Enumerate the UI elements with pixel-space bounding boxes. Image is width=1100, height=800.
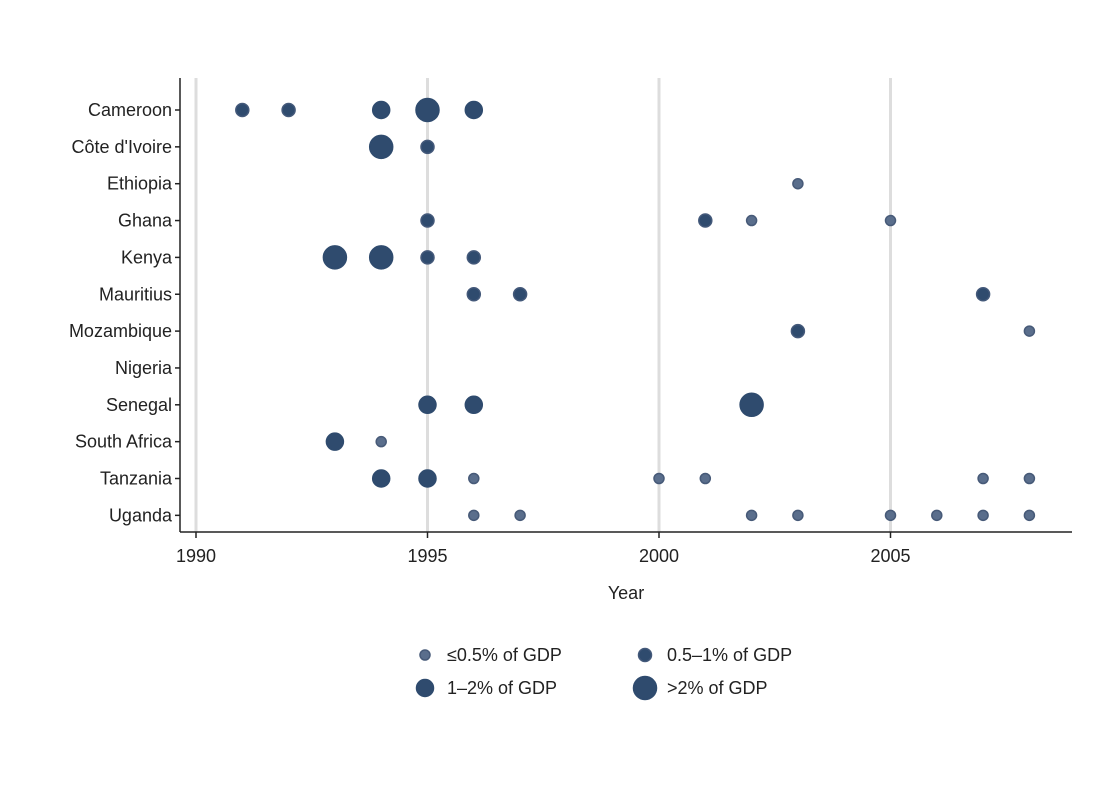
x-tick-label: 1995 — [407, 546, 447, 566]
data-point — [884, 509, 897, 522]
y-tick-label: Tanzania — [100, 469, 173, 489]
data-point — [464, 395, 484, 415]
data-point — [420, 250, 435, 265]
data-point — [792, 177, 804, 190]
data-point — [884, 214, 897, 227]
y-tick-label: Nigeria — [115, 358, 173, 378]
data-point — [1023, 509, 1036, 522]
y-tick-label: Mozambique — [69, 321, 172, 341]
data-point — [464, 100, 484, 120]
legend-marker — [632, 675, 658, 701]
legend: ≤0.5% of GDP 0.5–1% of GDP 1–2% of GDP >2% … — [415, 645, 792, 701]
legend-marker — [419, 649, 431, 661]
data-point — [375, 435, 387, 448]
data-point — [653, 472, 665, 485]
data-point — [368, 134, 394, 160]
data-point — [466, 250, 482, 265]
y-tick-label: Cameroon — [88, 100, 172, 120]
data-point — [235, 102, 250, 118]
data-point — [790, 323, 806, 339]
data-point — [418, 469, 437, 488]
axes — [179, 78, 1072, 533]
data-point — [371, 100, 391, 120]
x-tick-label: 1990 — [176, 546, 216, 566]
data-point — [420, 139, 435, 155]
legend-marker — [415, 678, 435, 698]
data-point — [512, 287, 528, 302]
x-tick-label: 2005 — [870, 546, 910, 566]
data-point — [698, 213, 713, 228]
data-point — [514, 509, 526, 522]
data-points — [235, 97, 1036, 522]
x-tick-labels: 19901995200020052010201520202025 — [176, 532, 911, 566]
data-point — [1023, 472, 1036, 485]
gridlines — [194, 78, 892, 532]
legend-marker — [637, 647, 653, 663]
data-point — [931, 509, 943, 522]
y-tick-label: Ethiopia — [107, 174, 173, 194]
y-tick-label: Kenya — [121, 247, 173, 267]
data-point — [468, 509, 480, 522]
data-point — [792, 509, 804, 522]
data-point — [371, 469, 391, 488]
data-point — [745, 214, 758, 227]
data-point — [977, 509, 989, 522]
data-point — [325, 432, 345, 451]
data-point — [368, 245, 394, 270]
data-point — [745, 509, 758, 522]
y-tick-label: Senegal — [106, 395, 172, 415]
y-tick-label: Uganda — [109, 505, 173, 525]
y-tick-label: Mauritius — [99, 284, 172, 304]
data-point — [975, 287, 991, 302]
x-axis-title: Year — [608, 583, 644, 603]
x-tick-label: 2000 — [639, 546, 679, 566]
data-point — [415, 97, 440, 123]
y-tick-label: Côte d'Ivoire — [72, 137, 173, 157]
data-point — [466, 287, 482, 302]
legend-label: ≤0.5% of GDP — [447, 645, 562, 665]
data-point — [418, 395, 437, 415]
y-tick-label: South Africa — [75, 432, 173, 452]
data-point — [468, 472, 480, 485]
data-point — [322, 245, 348, 270]
data-point — [699, 472, 712, 485]
legend-label: 1–2% of GDP — [447, 678, 557, 698]
data-point — [739, 392, 764, 418]
data-point — [420, 213, 435, 228]
y-tick-label: Ghana — [118, 211, 173, 231]
legend-label: 0.5–1% of GDP — [667, 645, 792, 665]
data-point — [1023, 325, 1036, 337]
legend-label: >2% of GDP — [667, 678, 768, 698]
data-point — [281, 102, 296, 118]
y-tick-labels: Cameroon Côte d'Ivoire Ethiopia Ghana Kenya M… — [69, 100, 180, 525]
data-point — [977, 472, 989, 485]
